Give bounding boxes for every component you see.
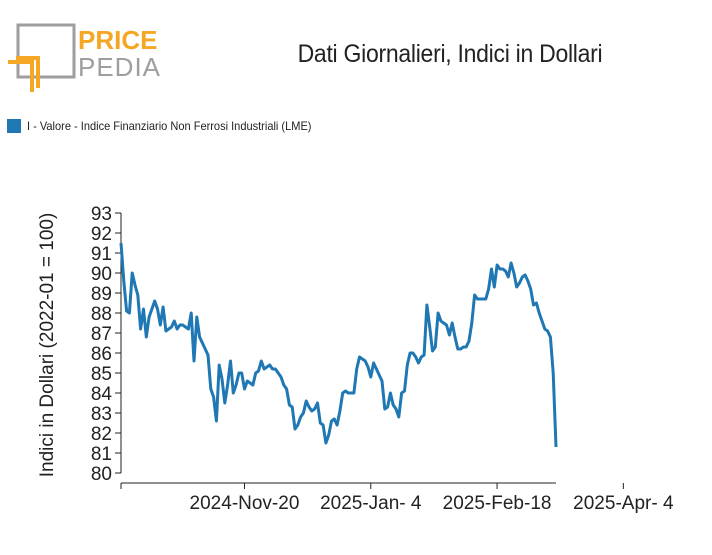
y-tick-label: 90 xyxy=(91,264,112,285)
series-line xyxy=(119,242,558,448)
chart-title: Dati Giornalieri, Indici in Dollari xyxy=(297,40,603,68)
y-tick-label: 91 xyxy=(91,244,112,265)
y-axis-title: Indici in Dollari (2022-01 = 100) xyxy=(37,213,58,478)
legend-label: I - Valore - Indice Finanziario Non Ferr… xyxy=(27,119,312,133)
x-tick-label: 2025-Feb-18 xyxy=(443,493,552,514)
x-tick-label: 2024-Nov-20 xyxy=(190,493,300,514)
y-tick-label: 89 xyxy=(91,284,112,305)
x-tick-label: 2025-Jan- 4 xyxy=(320,493,422,514)
pricepedia-logo-mark: PRICE PEDIA xyxy=(8,23,161,92)
y-tick-label: 93 xyxy=(91,204,112,225)
legend-swatch xyxy=(7,119,21,133)
legend: I - Valore - Indice Finanziario Non Ferr… xyxy=(7,119,336,133)
y-tick-label: 83 xyxy=(91,404,112,425)
y-tick-label: 88 xyxy=(91,304,112,325)
y-tick-label: 85 xyxy=(91,364,112,385)
y-tick-label: 80 xyxy=(91,464,112,485)
y-tick-label: 84 xyxy=(91,384,113,405)
y-tick-label: 82 xyxy=(91,424,112,445)
y-tick-label: 81 xyxy=(91,444,112,465)
logo-text-pedia: PEDIA xyxy=(78,52,161,82)
y-tick-label: 86 xyxy=(91,344,112,365)
x-tick-label: 2025-Apr- 4 xyxy=(573,493,674,514)
x-axis: 2024-Nov-20 2025-Jan- 4 2025-Feb-18 2025-Ap… xyxy=(120,482,674,514)
logo-text-price: PRICE xyxy=(78,25,157,55)
y-tick-label: 87 xyxy=(91,324,112,345)
y-tick-label: 92 xyxy=(91,224,112,245)
pricepedia-logo: PRICE PEDIA xyxy=(8,22,168,94)
